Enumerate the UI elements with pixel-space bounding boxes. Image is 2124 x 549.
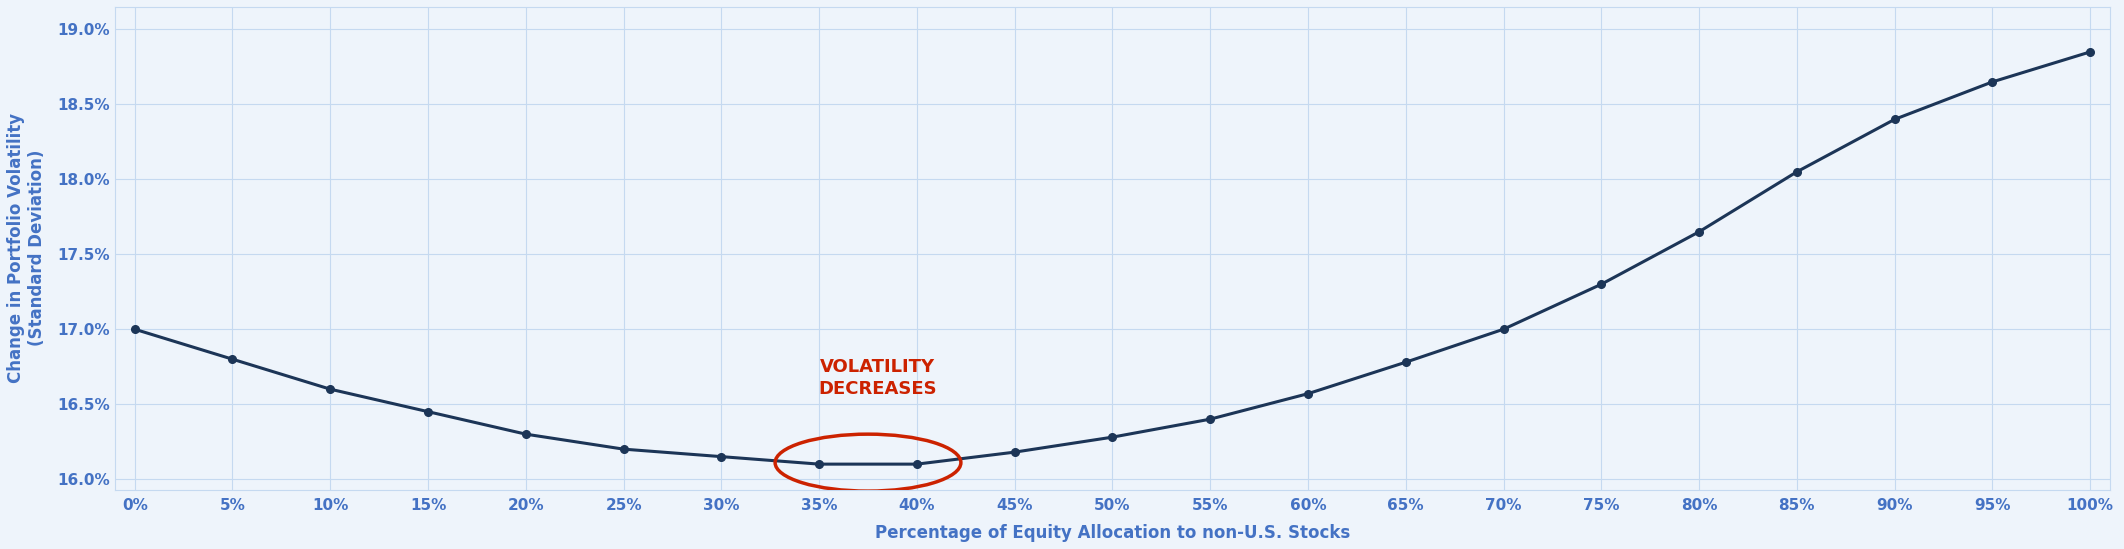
Y-axis label: Change in Portfolio Volatility
(Standard Deviation): Change in Portfolio Volatility (Standard… <box>6 113 47 383</box>
Text: VOLATILITY
DECREASES: VOLATILITY DECREASES <box>818 358 937 398</box>
X-axis label: Percentage of Equity Allocation to non-U.S. Stocks: Percentage of Equity Allocation to non-U… <box>875 524 1351 542</box>
